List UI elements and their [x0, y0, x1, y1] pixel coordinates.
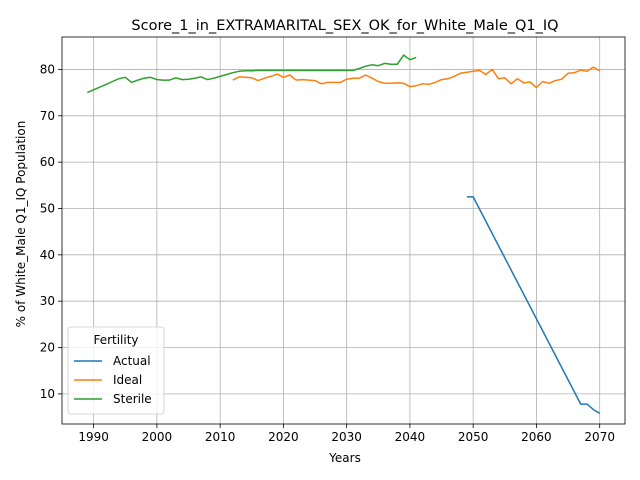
legend-title: Fertility — [93, 333, 138, 347]
legend-label-ideal: Ideal — [113, 373, 142, 387]
legend-items: Actual Ideal Sterile — [74, 354, 152, 406]
x-tick-label: 2060 — [521, 430, 552, 444]
y-tick-label: 50 — [40, 201, 55, 215]
y-axis-label: % of White_Male Q1_IQ Population — [14, 121, 28, 328]
y-tick-label: 60 — [40, 155, 55, 169]
series-layer — [86, 54, 601, 414]
y-axis: 10 20 30 40 50 60 70 80 — [40, 62, 62, 401]
series-line-sterile — [86, 54, 417, 94]
series-line-actual — [466, 196, 601, 414]
legend-box — [67, 326, 165, 415]
y-tick-label: 40 — [40, 248, 55, 262]
y-tick-label: 80 — [40, 62, 55, 76]
legend: Fertility Actual Ideal Sterile — [67, 326, 165, 415]
x-tick-label: 2040 — [395, 430, 426, 444]
legend-label-actual: Actual — [113, 354, 151, 368]
x-tick-label: 2030 — [331, 430, 362, 444]
x-tick-label: 2010 — [205, 430, 236, 444]
y-tick-label: 20 — [40, 341, 55, 355]
chart-title: Score_1_in_EXTRAMARITAL_SEX_OK_for_White… — [131, 18, 558, 34]
x-tick-label: 2000 — [142, 430, 173, 444]
x-tick-label: 1990 — [78, 430, 109, 444]
legend-label-sterile: Sterile — [113, 392, 152, 406]
y-tick-label: 70 — [40, 109, 55, 123]
x-axis: 1990 2000 2010 2020 2030 2040 2050 2060 2070 — [78, 424, 615, 444]
x-tick-label: 2020 — [268, 430, 299, 444]
y-tick-label: 10 — [40, 387, 55, 401]
x-axis-label: Years — [328, 451, 361, 465]
y-tick-label: 30 — [40, 294, 55, 308]
x-tick-label: 2070 — [584, 430, 615, 444]
grid — [62, 37, 625, 424]
plot-frame — [61, 36, 626, 425]
series-line-ideal — [232, 66, 601, 89]
x-tick-label: 2050 — [458, 430, 489, 444]
